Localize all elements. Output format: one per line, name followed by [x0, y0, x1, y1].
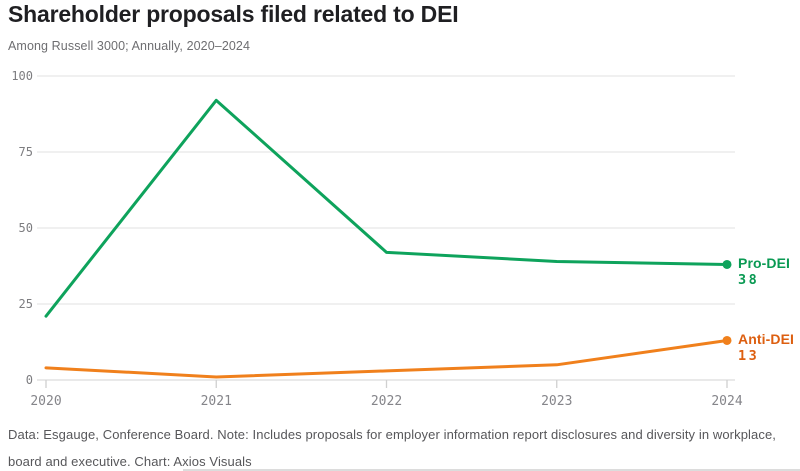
chart-subtitle: Among Russell 3000; Annually, 2020–2024: [8, 39, 251, 53]
y-tick-label: 0: [26, 373, 33, 387]
chart-title: Shareholder proposals filed related to D…: [8, 1, 459, 27]
line-chart-plot-area: 0 25 50 75 100 2020 2021 2022 2023 2024: [0, 60, 800, 412]
y-tick-label: 50: [19, 221, 33, 235]
y-tick-label: 25: [19, 297, 33, 311]
line-chart-svg: 0 25 50 75 100 2020 2021 2022 2023 2024: [11, 69, 743, 409]
x-tick-label: 2020: [30, 394, 61, 409]
series-end-dot-pro-dei: [722, 259, 732, 269]
series-line-anti-dei: [44, 338, 729, 379]
bottom-divider: [183, 469, 800, 471]
series-end-dot-anti-dei: [722, 335, 732, 345]
chart-footnote: Data: Esgauge, Conference Board. Note: I…: [8, 427, 777, 469]
series-value-pro-dei: 38: [738, 272, 760, 288]
series-name-anti-dei: Anti-DEI: [738, 331, 795, 347]
x-tick-label: 2021: [201, 394, 232, 409]
x-tick-label: 2023: [541, 394, 572, 409]
y-tick-label: 75: [19, 145, 33, 159]
series-end-label-pro-dei: Pro-DEI 38: [738, 255, 790, 289]
y-tick-label: 100: [11, 69, 33, 83]
series-value-anti-dei: 13: [738, 348, 760, 364]
series-line-pro-dei: [44, 98, 729, 318]
x-tick-label: 2022: [371, 394, 402, 409]
series-name-pro-dei: Pro-DEI: [738, 255, 791, 271]
x-tick-label: 2024: [711, 394, 742, 409]
series-end-label-anti-dei: Anti-DEI 13: [738, 331, 794, 365]
